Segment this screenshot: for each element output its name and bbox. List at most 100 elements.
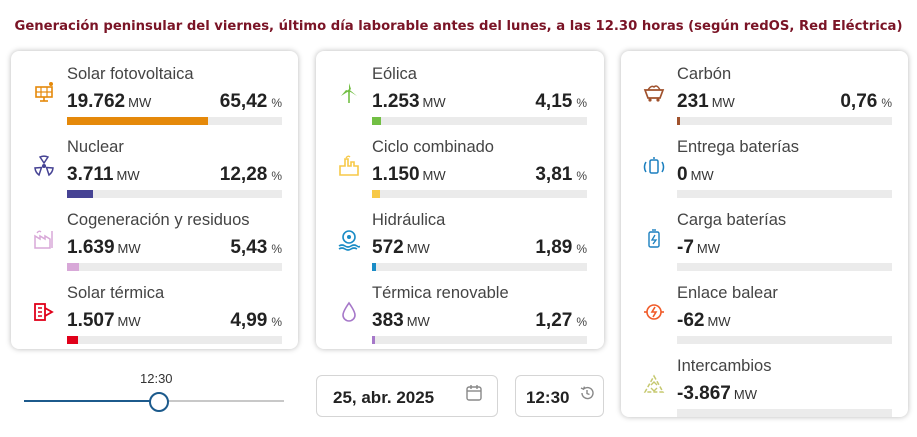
percent-number: 3,81 xyxy=(535,164,573,185)
generation-percent: 12,28% xyxy=(220,164,282,186)
share-bar xyxy=(372,336,587,344)
time-slider-thumb[interactable] xyxy=(149,392,170,412)
generation-item: Carga baterías -7 MW xyxy=(637,201,892,273)
power-plant-icon xyxy=(332,146,366,186)
share-bar xyxy=(67,263,282,271)
generation-label: Ciclo combinado xyxy=(372,138,494,156)
percent-unit: % xyxy=(271,96,282,110)
date-label: 25, abr. 2025 xyxy=(333,388,435,407)
calendar-icon xyxy=(466,385,482,401)
share-bar-fill xyxy=(67,336,78,344)
share-bar xyxy=(67,336,282,344)
generation-value: 3.711 MW xyxy=(67,164,140,186)
percent-number: 65,42 xyxy=(219,91,268,112)
time-picker-button[interactable]: 12:30 xyxy=(515,375,604,417)
generation-item: Hidráulica 572 MW 1,89% xyxy=(332,201,587,273)
generation-value: -3.867 MW xyxy=(677,383,757,405)
value-unit: MW xyxy=(422,95,446,110)
value-number: 231 xyxy=(677,91,709,112)
generation-panel-1 xyxy=(11,51,298,349)
share-bar xyxy=(372,117,587,125)
generation-value: -7 MW xyxy=(677,237,720,259)
share-bar xyxy=(372,190,587,198)
share-bar xyxy=(677,409,892,417)
nuclear-icon xyxy=(27,146,61,186)
solar-panel-icon xyxy=(27,73,61,113)
generation-percent: 65,42% xyxy=(220,91,282,113)
share-bar xyxy=(677,117,892,125)
value-number: -7 xyxy=(677,237,694,258)
generation-label: Carbón xyxy=(677,65,732,83)
generation-value: -62 MW xyxy=(677,310,731,332)
generation-value: 231 MW xyxy=(677,91,735,113)
slider-time-label: 12:30 xyxy=(140,371,173,386)
value-unit: MW xyxy=(406,314,430,329)
generation-label: Térmica renovable xyxy=(372,284,509,302)
share-bar-fill xyxy=(372,117,381,125)
value-unit: MW xyxy=(690,168,714,183)
share-bar xyxy=(67,117,282,125)
generation-value: 383 MW xyxy=(372,310,430,332)
generation-panel-3 xyxy=(621,51,908,417)
solar-thermal-icon xyxy=(27,292,61,332)
percent-number: 5,43 xyxy=(230,237,268,258)
value-unit: MW xyxy=(128,95,152,110)
share-bar-fill xyxy=(372,190,381,198)
share-bar xyxy=(677,190,892,198)
generation-item: Intercambios -3.867 MW xyxy=(637,347,892,419)
percent-unit: % xyxy=(271,169,282,183)
value-number: -62 xyxy=(677,310,705,331)
generation-label: Cogeneración y residuos xyxy=(67,211,250,229)
value-unit: MW xyxy=(707,314,731,329)
share-bar-fill xyxy=(67,117,208,125)
generation-item: Eólica 1.253 MW 4,15% xyxy=(332,55,587,127)
generation-item: Cogeneración y residuos 1.639 MW 5,43% xyxy=(27,201,282,273)
generation-label: Entrega baterías xyxy=(677,138,799,156)
generation-value: 1.150 MW xyxy=(372,164,446,186)
percent-unit: % xyxy=(271,315,282,329)
generation-percent: 5,43% xyxy=(230,237,282,259)
share-bar-fill xyxy=(372,263,377,271)
value-number: 1.639 xyxy=(67,237,115,258)
history-icon xyxy=(580,386,594,400)
generation-label: Nuclear xyxy=(67,138,124,156)
date-picker-button[interactable]: 25, abr. 2025 xyxy=(316,375,498,417)
value-number: 1.150 xyxy=(372,164,420,185)
share-bar-fill xyxy=(677,117,680,125)
share-bar xyxy=(67,190,282,198)
generation-label: Solar térmica xyxy=(67,284,165,302)
value-number: 0 xyxy=(677,164,688,185)
value-number: 3.711 xyxy=(67,164,114,185)
coal-cart-icon xyxy=(637,73,671,113)
generation-percent: 4,99% xyxy=(230,310,282,332)
generation-item: Enlace balear -62 MW xyxy=(637,274,892,346)
generation-label: Enlace balear xyxy=(677,284,778,302)
generation-label: Solar fotovoltaica xyxy=(67,65,194,83)
value-unit: MW xyxy=(117,314,141,329)
generation-label: Hidráulica xyxy=(372,211,446,229)
percent-number: 4,15 xyxy=(535,91,573,112)
battery-delivery-icon xyxy=(637,146,671,186)
generation-value: 0 MW xyxy=(677,164,714,186)
generation-percent: 1,27% xyxy=(535,310,587,332)
share-bar xyxy=(677,336,892,344)
value-number: 1.507 xyxy=(67,310,115,331)
generation-panel-2 xyxy=(316,51,604,349)
generation-value: 572 MW xyxy=(372,237,430,259)
generation-percent: 1,89% xyxy=(535,237,587,259)
percent-number: 0,76 xyxy=(840,91,878,112)
generation-label: Eólica xyxy=(372,65,417,83)
value-unit: MW xyxy=(406,241,430,256)
generation-item: Térmica renovable 383 MW 1,27% xyxy=(332,274,587,346)
battery-charge-icon xyxy=(637,219,671,259)
time-slider-fill xyxy=(24,400,160,402)
hydro-icon xyxy=(332,219,366,259)
exchange-icon xyxy=(637,365,671,405)
generation-value: 1.507 MW xyxy=(67,310,141,332)
value-unit: MW xyxy=(711,95,735,110)
generation-value: 1.253 MW xyxy=(372,91,446,113)
time-label: 12:30 xyxy=(526,388,570,407)
link-icon xyxy=(637,292,671,332)
value-unit: MW xyxy=(116,168,140,183)
generation-item: Nuclear 3.711 MW 12,28% xyxy=(27,128,282,200)
